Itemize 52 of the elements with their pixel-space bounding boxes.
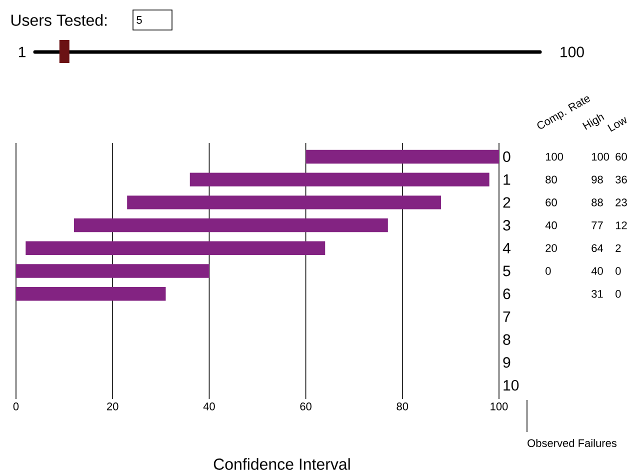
text: 36	[616, 176, 627, 184]
x-tick-label: 60	[300, 402, 312, 410]
text: 5	[136, 16, 142, 24]
text: Low	[607, 117, 627, 132]
text: 100	[592, 152, 610, 161]
text: 80	[546, 176, 557, 184]
y-tick-label: 4	[502, 242, 510, 254]
text: 20	[546, 244, 557, 252]
text: 31	[592, 290, 603, 298]
text: 98	[592, 176, 603, 184]
y-tick-label: 10	[504, 380, 519, 391]
y-tick-label: 8	[503, 334, 510, 345]
text: 60	[546, 198, 557, 206]
y-tick-label: 5	[503, 266, 510, 276]
bar	[16, 264, 210, 278]
x-tick-label: 40	[203, 402, 215, 410]
text: 23	[616, 198, 627, 206]
y-axis-title: Observed Failures	[528, 438, 617, 448]
y-tick-label: 1	[504, 174, 510, 185]
bar	[74, 218, 388, 232]
x-axis-title: Confidence Interval	[214, 458, 350, 470]
y-tick-label: 9	[503, 357, 510, 368]
text: High	[582, 114, 604, 130]
chart-title: Users Tested:	[11, 14, 107, 26]
bar	[306, 150, 499, 164]
y-tick-label: 2	[503, 197, 510, 208]
x-tick-label: 20	[107, 402, 118, 410]
text: 64	[592, 244, 604, 252]
text: 100	[560, 46, 584, 58]
bar	[16, 287, 166, 301]
text: 77	[592, 222, 603, 230]
x-tick-label: 100	[490, 402, 508, 410]
y-tick-label: 7	[503, 312, 510, 322]
text: 12	[616, 221, 627, 230]
text: 100	[546, 152, 564, 161]
text: 40	[545, 221, 557, 230]
y-tick-label: 0	[503, 151, 510, 162]
text: 1	[18, 46, 26, 58]
y-tick-label: 3	[503, 220, 510, 231]
text: 0	[546, 267, 551, 275]
text: 88	[592, 198, 603, 206]
bar	[127, 196, 442, 210]
text: 60	[616, 152, 627, 161]
bar	[190, 172, 490, 186]
x-tick-label: 0	[13, 402, 19, 410]
text: 2	[616, 244, 621, 252]
y-tick-label: 6	[503, 288, 510, 300]
text: 40	[591, 267, 603, 275]
bar	[26, 241, 326, 255]
x-tick-label: 80	[396, 402, 408, 410]
text: 0	[616, 267, 621, 275]
text: 0	[616, 290, 621, 298]
